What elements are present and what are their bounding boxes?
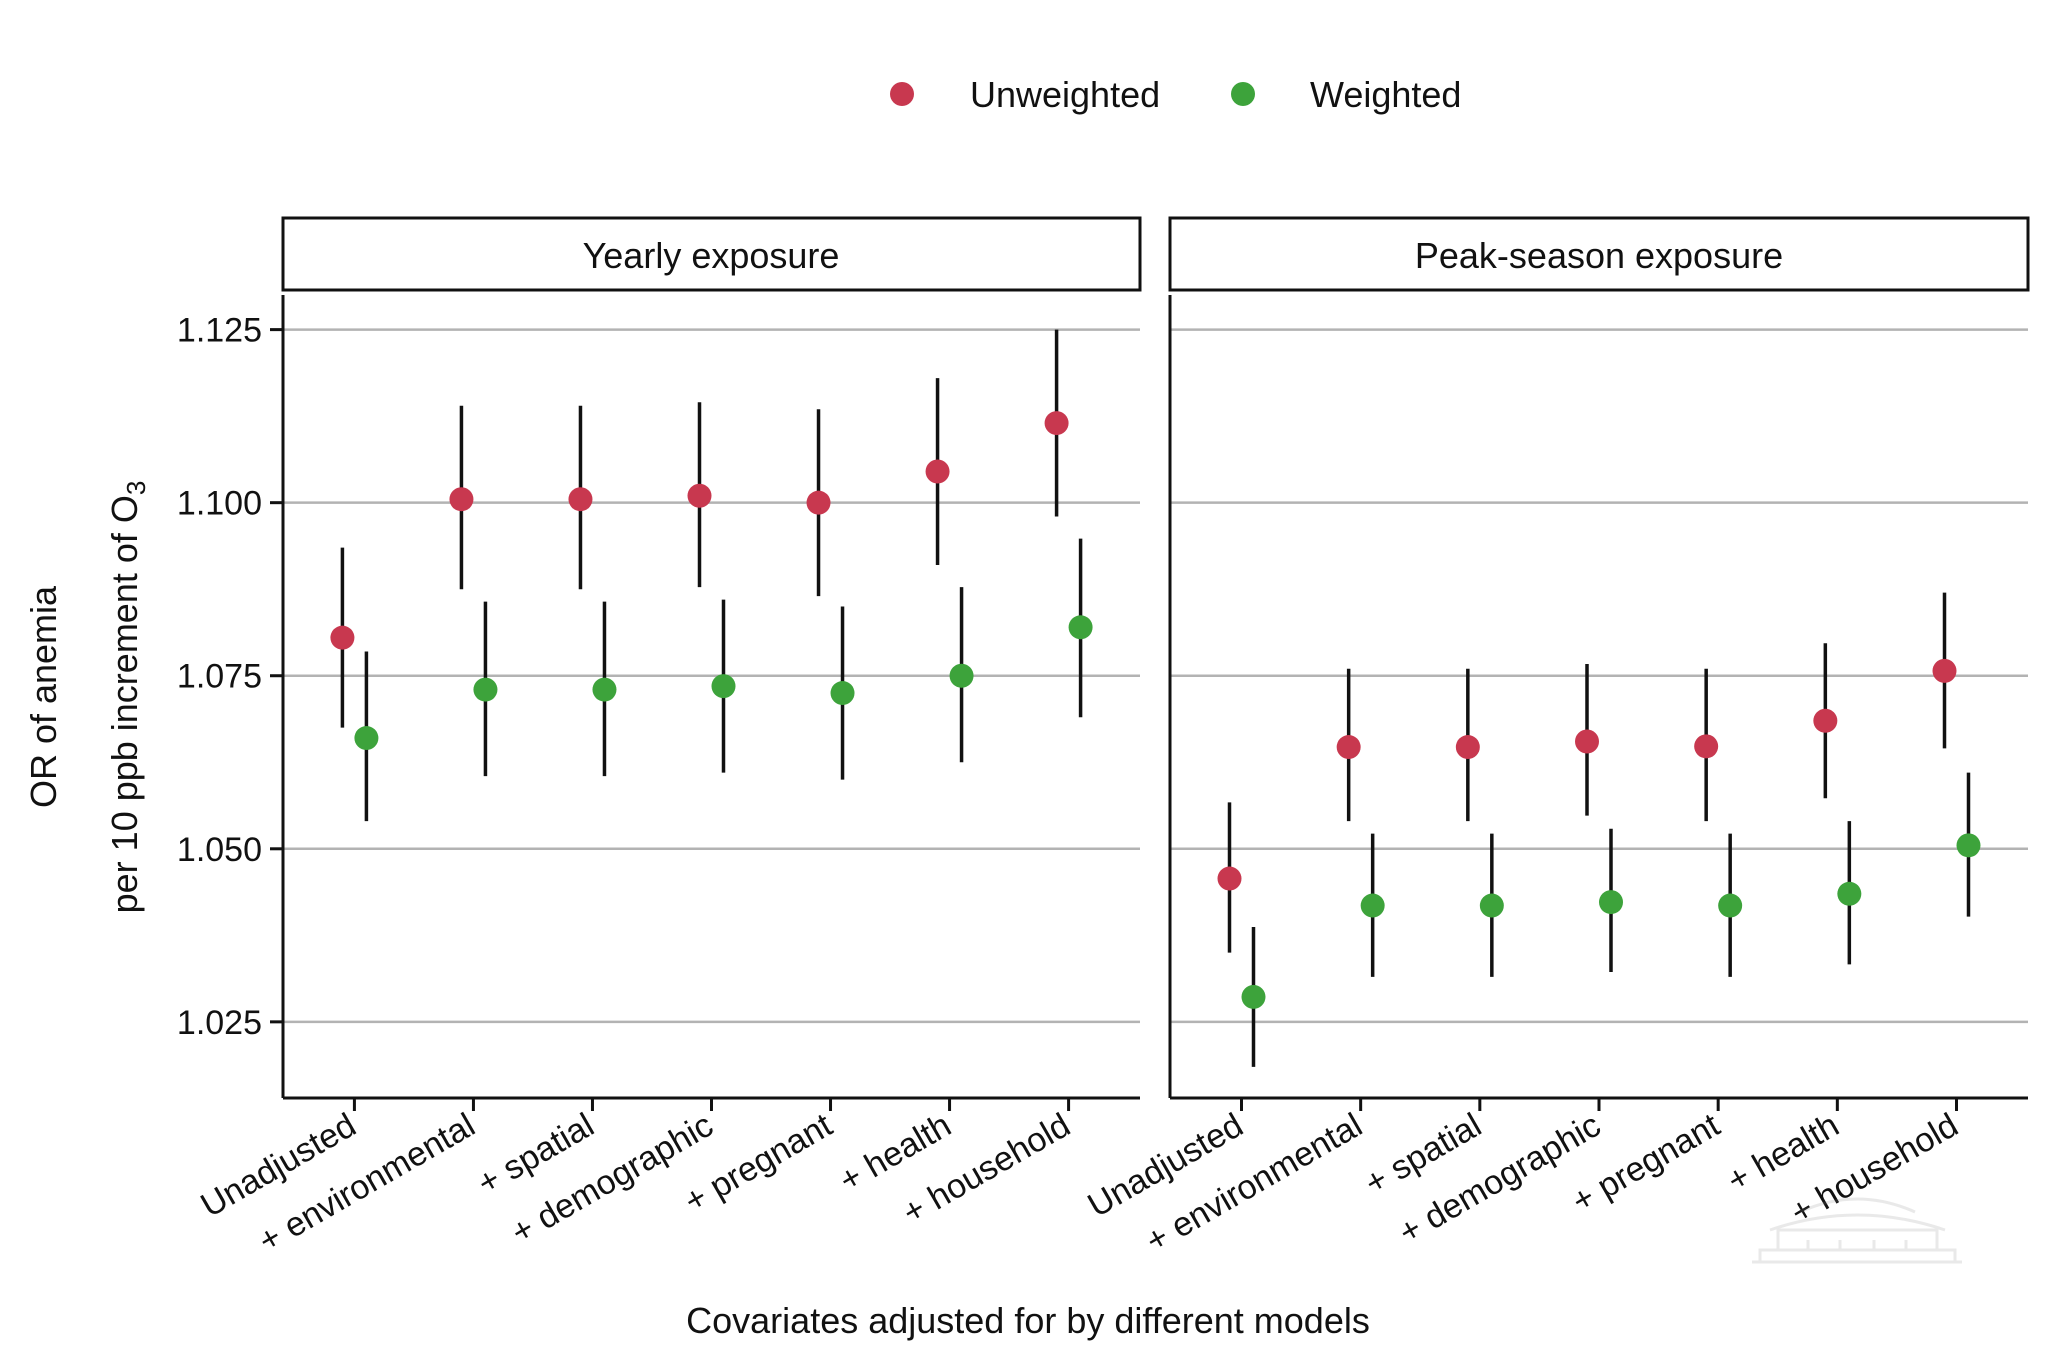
point-panel0-unweighted-6: [1044, 411, 1069, 436]
gridlines: [283, 328, 2028, 1024]
point-panel0-weighted-3: [711, 674, 736, 699]
legend-label-unweighted: Unweighted: [970, 74, 1160, 115]
point-panel1-unweighted-3: [1575, 729, 1599, 754]
legend: Unweighted Weighted: [890, 74, 1461, 115]
panel-strip-peak-season: Peak-season exposure: [1168, 216, 2030, 292]
point-panel1-unweighted-2: [1455, 735, 1480, 760]
x-tick-labels: Unadjusted+ environmental+ spatial+ demo…: [194, 1106, 1964, 1261]
point-panel0-unweighted-4: [806, 490, 831, 515]
watermark-building: [1752, 1197, 1962, 1264]
point-panel0-unweighted-1: [449, 487, 474, 512]
legend-swatch-unweighted: [890, 82, 914, 106]
y-tick-label-1: 1.050: [177, 831, 262, 869]
point-panel1-weighted-1: [1360, 893, 1385, 918]
legend-swatch-weighted: [1231, 82, 1255, 106]
y-axis-title-main: per 10 ppb increment of O: [104, 495, 145, 913]
y-axis-title-line1: OR of anemia: [23, 585, 64, 808]
point-panel1-unweighted-4: [1694, 734, 1719, 759]
point-panel1-weighted-5: [1837, 881, 1862, 906]
x-tick-label-panel0-3: + demographic: [505, 1106, 720, 1252]
point-panel1-weighted-0: [1241, 984, 1266, 1009]
point-panel1-weighted-4: [1718, 893, 1743, 918]
point-panel1-unweighted-6: [1932, 658, 1957, 683]
axes: [270, 295, 2028, 1111]
point-panel0-unweighted-0: [330, 625, 355, 650]
point-panel0-unweighted-5: [925, 459, 950, 484]
y-tick-labels: 1.025 1.050 1.075 1.100 1.125: [177, 312, 262, 1042]
point-panel0-unweighted-3: [687, 483, 712, 508]
y-axis-title-line2: per 10 ppb increment of O3: [104, 481, 151, 914]
point-panel1-weighted-2: [1479, 893, 1504, 918]
panel-title-yearly: Yearly exposure: [583, 235, 840, 276]
point-panel0-weighted-5: [949, 663, 974, 688]
legend-label-weighted: Weighted: [1310, 74, 1461, 115]
point-panel0-weighted-6: [1068, 615, 1093, 640]
point-panel0-weighted-0: [354, 726, 379, 751]
y-tick-label-0: 1.025: [177, 1004, 262, 1042]
x-tick-label-panel1-1: + environmental: [1139, 1106, 1368, 1260]
point-panel1-weighted-3: [1599, 890, 1623, 915]
point-panel0-weighted-4: [830, 681, 855, 706]
point-panel0-weighted-1: [473, 677, 498, 702]
point-panel0-unweighted-2: [568, 487, 593, 512]
data-marks: [330, 329, 1981, 1067]
y-tick-label-3: 1.100: [177, 485, 262, 523]
y-tick-label-2: 1.075: [177, 658, 262, 696]
point-panel1-unweighted-1: [1336, 735, 1361, 760]
y-axis-title-subscript: 3: [121, 481, 151, 495]
y-tick-label-4: 1.125: [177, 312, 262, 350]
point-panel1-unweighted-5: [1813, 708, 1838, 733]
panel-strip-yearly: Yearly exposure: [281, 216, 1142, 292]
point-panel1-unweighted-0: [1217, 866, 1242, 891]
point-panel0-weighted-2: [592, 677, 617, 702]
x-tick-label-panel1-3: + demographic: [1392, 1106, 1607, 1252]
point-panel1-weighted-6: [1956, 833, 1981, 858]
panel-title-peak-season: Peak-season exposure: [1415, 235, 1783, 276]
x-tick-label-panel0-1: + environmental: [252, 1106, 481, 1260]
x-axis-title: Covariates adjusted for by different mod…: [686, 1300, 1370, 1341]
